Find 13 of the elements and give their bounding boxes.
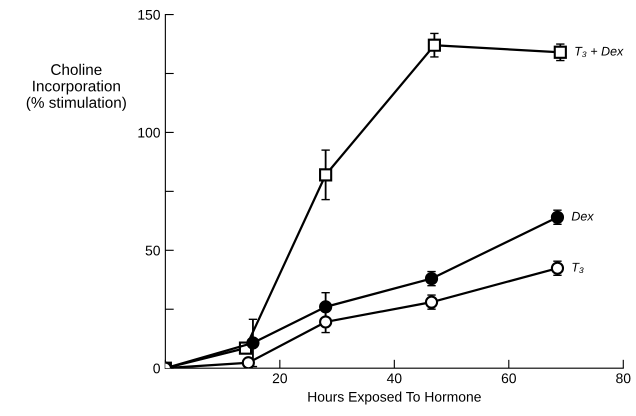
x-axis-title: Hours Exposed To Hormone [308, 392, 481, 404]
y-axis-title: Choline Incorporation (% stimulation) [26, 64, 126, 111]
y-tick-label: 150 [138, 10, 160, 20]
x-tick-label: 80 [616, 373, 630, 384]
series-label: Dex [572, 212, 594, 221]
y-tick-label: 100 [138, 128, 160, 138]
series-label: T₃ + Dex [575, 46, 624, 58]
x-tick-label: 20 [272, 373, 288, 384]
series-label: T₃ [572, 262, 584, 274]
y-tick-label: 50 [146, 246, 160, 256]
x-tick-label: 40 [386, 373, 402, 384]
y-tick-label: 0 [153, 363, 160, 374]
x-tick-label: 60 [502, 373, 516, 384]
